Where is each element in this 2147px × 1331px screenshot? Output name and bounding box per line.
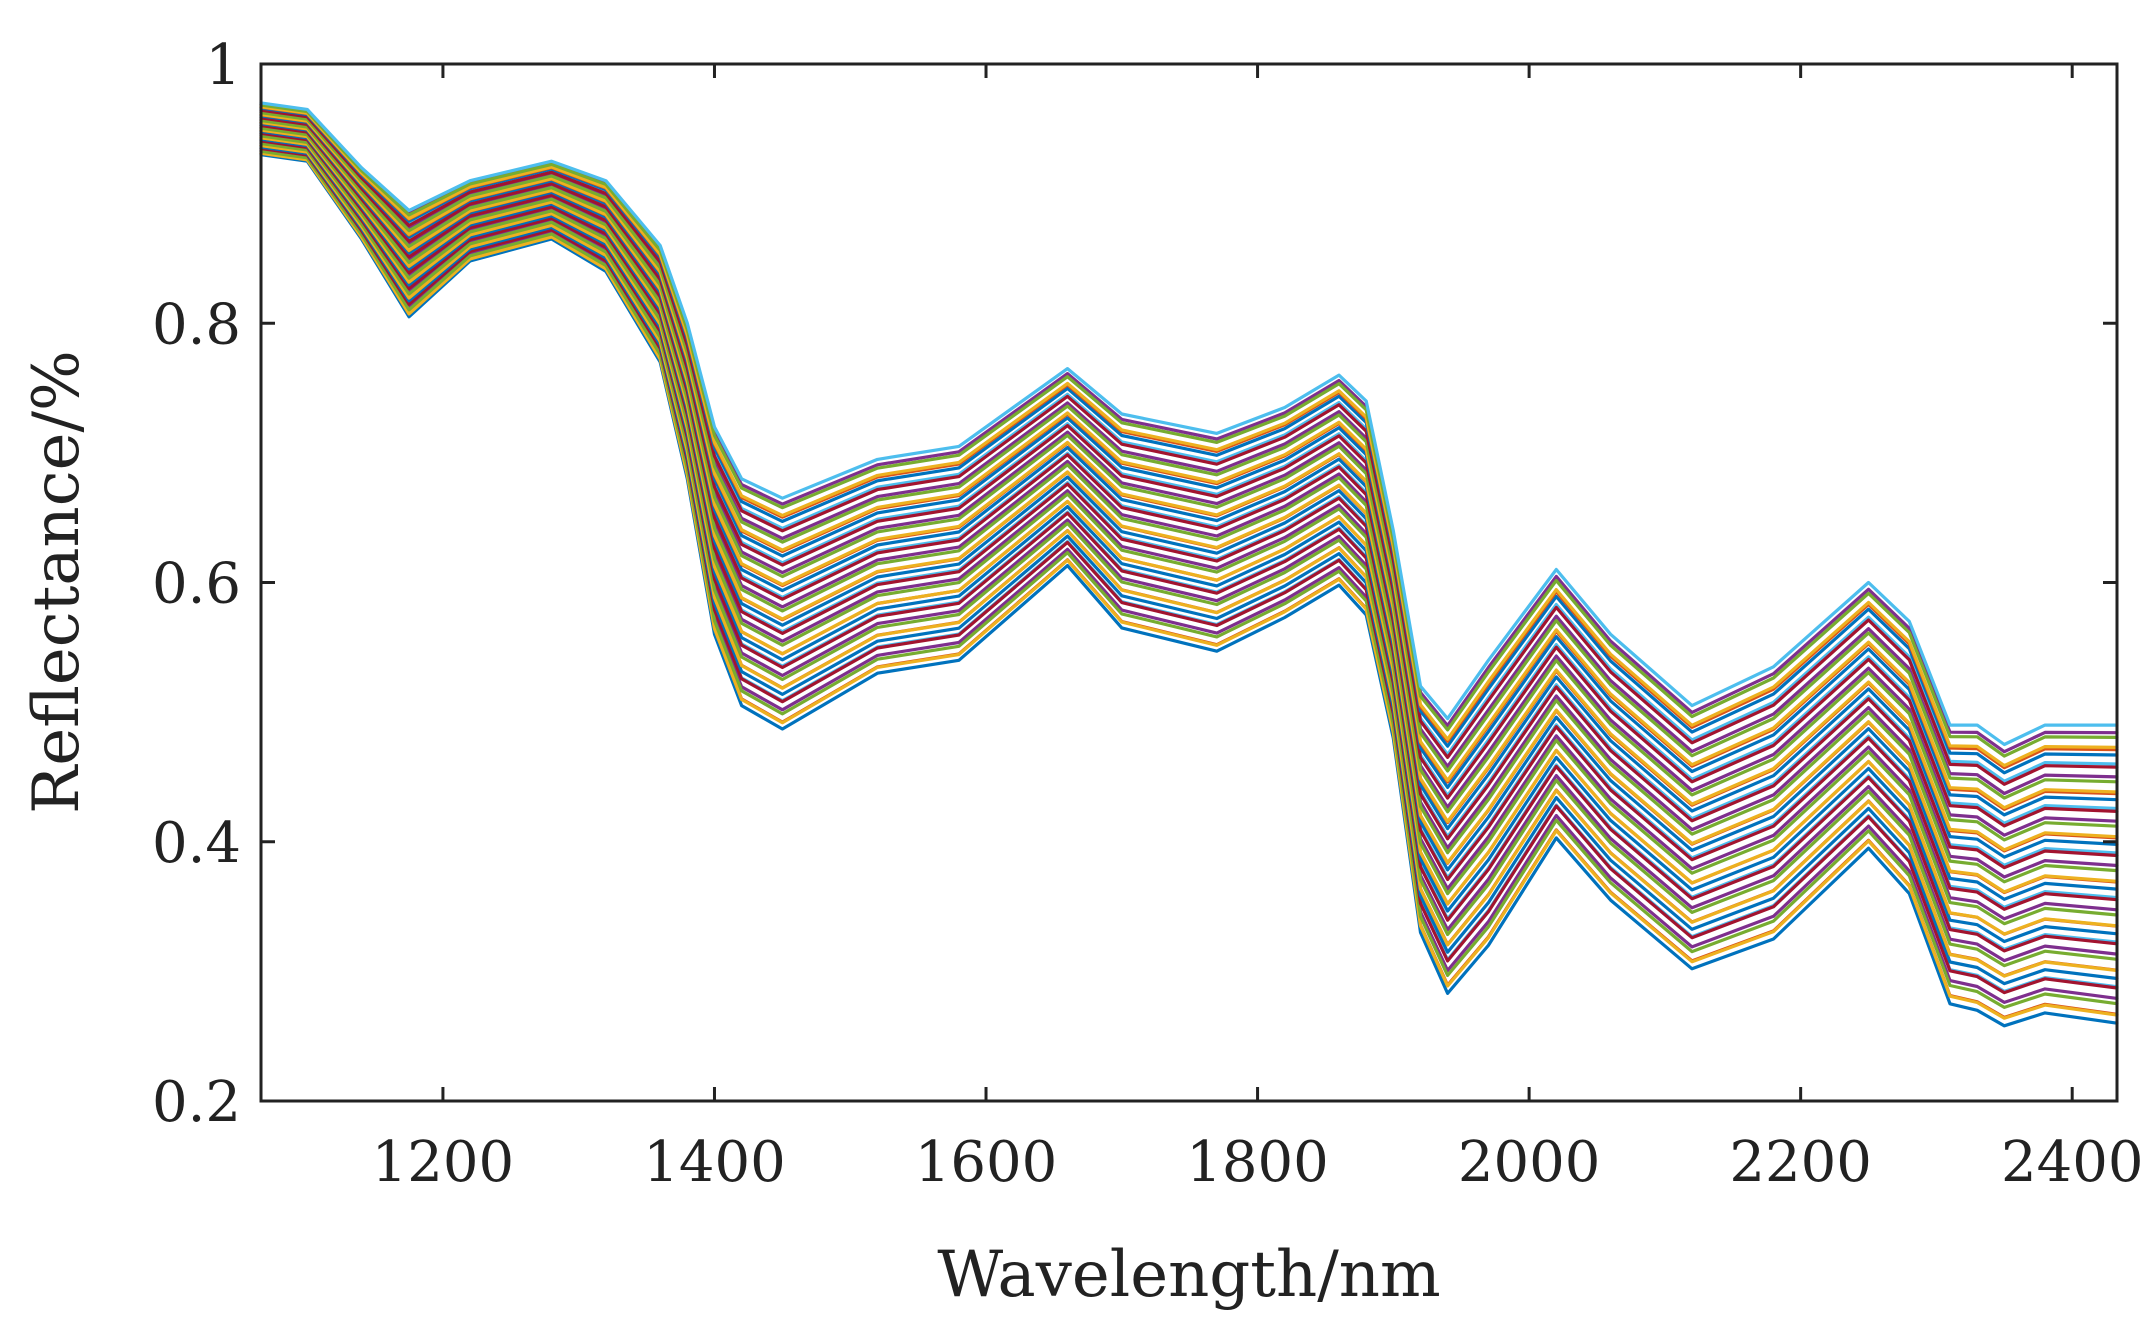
spectrum-line <box>259 145 2119 986</box>
y-tick-label: 0.8 <box>152 292 241 357</box>
x-tick-label: 2200 <box>1729 1130 1872 1195</box>
spectrum-line <box>259 101 2119 747</box>
x-tick-label: 1800 <box>1186 1130 1329 1195</box>
x-axis-title: Wavelength/nm <box>937 1238 1440 1312</box>
x-tick-label: 2000 <box>1458 1130 1601 1195</box>
tick-labels: 1200 1400 1600 1800 2000 2200 2400 0.2 0.4 0.6 0.8… <box>152 33 2144 1195</box>
spectrum-line <box>259 142 2119 968</box>
x-tick-label: 1400 <box>643 1130 786 1195</box>
spectrum-line <box>259 116 2119 828</box>
spectrum-line <box>259 134 2119 926</box>
spectrum-line <box>259 153 2119 1028</box>
y-tick-label: 0.6 <box>152 552 241 617</box>
spectrum-line <box>259 121 2119 859</box>
spectrum-line <box>259 137 2119 944</box>
spectrum-line <box>259 123 2119 870</box>
spectrum-line <box>259 120 2119 852</box>
spectrum-line <box>259 151 2119 1020</box>
spectrum-line <box>259 144 2119 978</box>
spectrum-line <box>259 126 2119 884</box>
spectrum-line <box>259 128 2119 894</box>
x-tick-label: 1600 <box>915 1130 1058 1195</box>
spectrum-line <box>259 111 2119 800</box>
spectrum-line <box>259 133 2119 921</box>
spectrum-line <box>259 103 2119 758</box>
spectrum-line <box>259 147 2119 995</box>
y-tick-label: 1 <box>205 33 241 98</box>
x-tick-label: 1200 <box>372 1130 515 1195</box>
ticks-layer <box>261 62 2117 1103</box>
spectrum-line <box>259 146 2119 994</box>
spectrum-line <box>259 108 2119 786</box>
x-tick-label: 2400 <box>2001 1130 2144 1195</box>
spectrum-line <box>259 139 2119 953</box>
spectrum-line <box>259 131 2119 911</box>
spectrum-line <box>259 112 2119 810</box>
spectrum-line <box>259 149 2119 1010</box>
series-layer <box>259 101 2119 1028</box>
y-tick-label: 0.4 <box>152 811 241 876</box>
spectrum-line <box>259 114 2119 817</box>
spectrum-line <box>259 118 2119 842</box>
y-axis-title: Reflectance/% <box>20 350 94 814</box>
spectrum-line <box>259 105 2119 768</box>
spectrum-line <box>259 129 2119 901</box>
y-tick-label: 0.2 <box>152 1070 241 1135</box>
spectrum-line <box>259 136 2119 936</box>
